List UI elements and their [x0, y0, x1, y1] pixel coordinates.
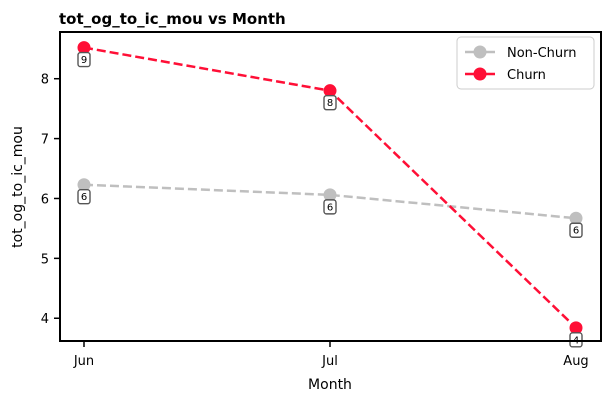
- x-tick-label: Jul: [321, 354, 338, 369]
- legend: Non-Churn Churn: [456, 36, 595, 90]
- legend-entry: Non-Churn: [465, 45, 577, 61]
- plot-frame: [59, 31, 602, 342]
- data-label-text: 8: [327, 98, 333, 109]
- y-axis: 4 5 6 7 8: [41, 73, 60, 327]
- series-line-non-churn: [83, 183, 577, 220]
- data-point: [323, 188, 337, 202]
- data-point: [323, 84, 337, 98]
- data-point: [569, 321, 583, 335]
- x-tick-label: Aug: [563, 354, 588, 369]
- data-label: 9: [77, 51, 91, 68]
- legend-entry: Churn: [465, 67, 546, 83]
- y-tick-label: 4: [41, 312, 49, 327]
- data-label: 6: [323, 199, 337, 215]
- legend-box: [456, 36, 595, 90]
- data-label: 8: [323, 94, 337, 111]
- plot-series: [77, 41, 583, 335]
- data-label-text: 6: [573, 226, 579, 237]
- y-tick-label: 7: [41, 133, 49, 148]
- data-labels: 6 6 6 9 8 4: [77, 51, 583, 348]
- x-axis-label: Month: [308, 377, 352, 393]
- data-label: 4: [569, 332, 583, 348]
- y-axis-label: tot_og_to_ic_mou: [10, 126, 26, 248]
- data-point: [77, 41, 91, 55]
- x-tick-label: Jun: [73, 354, 94, 369]
- legend-label: Churn: [507, 68, 546, 83]
- y-tick-label: 5: [41, 252, 49, 267]
- y-tick-label: 6: [41, 192, 49, 207]
- legend-label: Non-Churn: [507, 46, 577, 61]
- data-label: 6: [77, 189, 91, 205]
- data-label-text: 6: [81, 192, 87, 203]
- data-label-text: 6: [327, 202, 333, 213]
- data-point: [77, 178, 91, 192]
- data-label: 6: [569, 222, 583, 238]
- data-point: [569, 211, 583, 225]
- y-tick-label: 8: [41, 73, 49, 88]
- x-axis: Jun Jul Aug: [73, 341, 589, 369]
- chart-title: tot_og_to_ic_mou vs Month: [59, 10, 286, 28]
- data-label-text: 9: [81, 55, 87, 66]
